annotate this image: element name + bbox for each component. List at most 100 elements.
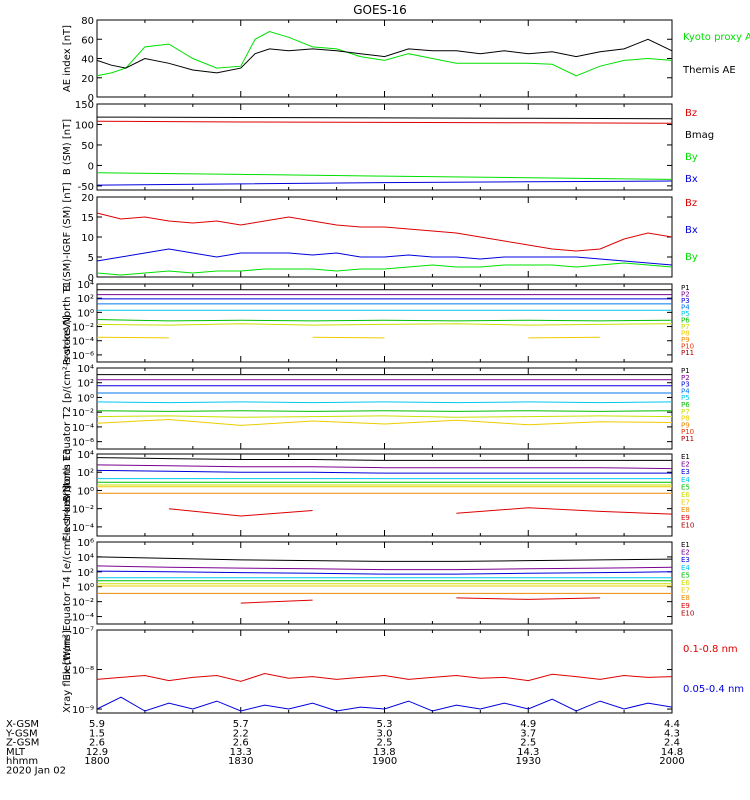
legend-entry: P3 (681, 297, 690, 305)
y-tick-label: 10² (77, 468, 94, 479)
x-axis-value: 3.0 (377, 728, 393, 739)
legend-entry: Bx (685, 174, 698, 185)
series-line-e3 (96, 469, 672, 474)
legend-entry: By (685, 252, 698, 263)
x-axis-value: 14.3 (517, 747, 539, 758)
legend-entry: 0.1-0.8 nm (683, 644, 738, 655)
series-line-bz (96, 212, 673, 252)
x-axis-value: 14.8 (661, 747, 683, 758)
x-axis-value: 1930 (516, 756, 541, 767)
panel-ae: 0 20 40 60 80 AE index [nT] Kyoto proxy AE Them… (62, 16, 750, 104)
legend-entry: Themis AE (682, 65, 736, 76)
legend-entry: E8 (681, 506, 690, 514)
y-tick-label: 10 (81, 233, 94, 244)
legend-entry: P7 (681, 408, 690, 416)
legend-entry: E8 (681, 594, 690, 602)
series-line-bx (96, 248, 673, 266)
y-tick-label: 10⁰ (77, 308, 94, 319)
legend-entry: E2 (681, 549, 690, 557)
y-tick-label: 5 (88, 253, 94, 264)
legend-entry: 0.05-0.4 nm (683, 684, 744, 695)
y-tick-label: 10⁻² (72, 505, 94, 516)
y-tick-label: 10⁴ (77, 450, 94, 461)
x-axis-value: 13.3 (230, 747, 252, 758)
y-tick-label: 10⁻⁴ (72, 423, 94, 434)
y-axis-label: Protons North T1 (62, 281, 73, 365)
x-axis-row-label: Z-GSM (6, 738, 39, 749)
x-axis-value: 4.9 (520, 719, 536, 730)
y-tick-label: 10⁻² (72, 323, 94, 334)
y-tick-label: 10⁴ (77, 364, 94, 375)
x-axis-value: 1900 (372, 756, 397, 767)
legend-entry: Bx (685, 225, 698, 236)
legend-entry: P8 (681, 415, 690, 423)
panel-bsmigrf: 0 5 10 15 20 B (SM)-IGRF (SM) [nT] Bz Bx By (62, 182, 698, 291)
y-axis-label: Electrons North T3 (62, 448, 73, 541)
y-tick-label: 20 (81, 74, 94, 85)
y-axis-label: Protons Equator T2 [p/(cm²-s-sr-keV)] (62, 315, 73, 502)
legend-entry: E1 (681, 453, 690, 461)
series-line-bmag (96, 116, 673, 120)
legend-entry: Bmag (685, 130, 714, 141)
series-line-e9 (240, 597, 601, 604)
y-tick-label: 0 (88, 161, 94, 172)
legend-entry: P2 (681, 374, 690, 382)
x-axis-date: 2020 Jan 02 (6, 766, 66, 777)
series-line-0-05-0-4-nm (96, 696, 673, 712)
x-axis-value: 2.5 (520, 738, 536, 749)
legend-entry: P8 (681, 330, 690, 338)
series-line-0-1-0-8-nm (96, 672, 673, 682)
y-axis-label: AE index [nT] (62, 25, 73, 92)
y-tick-label: 50 (81, 141, 94, 152)
legend-entry: Kyoto proxy AE (683, 32, 750, 43)
x-axis-value: 2.6 (233, 738, 249, 749)
legend-entry: By (685, 152, 698, 163)
y-tick-label: 10⁻⁷ (72, 626, 94, 637)
panel-frame (96, 541, 673, 625)
y-tick-label: 10⁻⁶ (72, 438, 94, 449)
legend-entry: P4 (681, 304, 690, 312)
legend-entry: P9 (681, 336, 690, 344)
x-axis-value: 12.9 (86, 747, 108, 758)
legend-entry: Bz (685, 198, 697, 209)
y-tick-label: 10⁻² (72, 598, 94, 609)
series-line-p5 (96, 401, 673, 404)
y-tick-label: 10⁻⁴ (72, 613, 94, 624)
y-tick-label: 10⁻⁸ (72, 666, 94, 677)
series-line-themis-ae (96, 38, 673, 74)
legend-entry: P1 (681, 367, 690, 375)
series-line-by (96, 262, 673, 276)
legend-entry: E10 (681, 521, 694, 529)
series-line-e9 (168, 507, 673, 517)
legend-entry: P4 (681, 387, 690, 395)
y-tick-label: 10⁻⁶ (72, 351, 94, 362)
series-line-p7 (96, 415, 673, 418)
y-tick-label: 20 (81, 193, 94, 204)
x-axis-value: 2.2 (233, 728, 249, 739)
legend-entry: E4 (681, 564, 690, 572)
legend-entry: P9 (681, 421, 690, 429)
y-tick-label: 80 (81, 16, 94, 27)
y-tick-label: 10⁰ (77, 393, 94, 404)
y-tick-label: 10⁴ (77, 553, 94, 564)
y-tick-label: 10² (77, 294, 94, 305)
legend-entry: E7 (681, 499, 690, 507)
x-axis-row-label: Y-GSM (5, 728, 38, 739)
time-axis: X-GSM 5.9 5.7 5.3 4.9 4.4 Y-GSM 1.5 2.2 3.0 3.7 4.3… (5, 719, 685, 777)
series-line-e2 (96, 565, 673, 571)
legend-entry: E2 (681, 461, 690, 469)
series-line-bz (96, 120, 673, 124)
y-tick-label: 10⁻² (72, 408, 94, 419)
x-axis-row-label: hhmm (6, 756, 38, 767)
legend-entry: P11 (681, 349, 694, 357)
y-tick-label: 0 (88, 93, 94, 104)
x-axis-value: 2.4 (664, 738, 680, 749)
y-tick-label: 150 (75, 100, 94, 111)
x-axis-value: 2.6 (89, 738, 105, 749)
y-tick-label: -50 (78, 182, 94, 193)
series-line-e1 (96, 556, 673, 562)
